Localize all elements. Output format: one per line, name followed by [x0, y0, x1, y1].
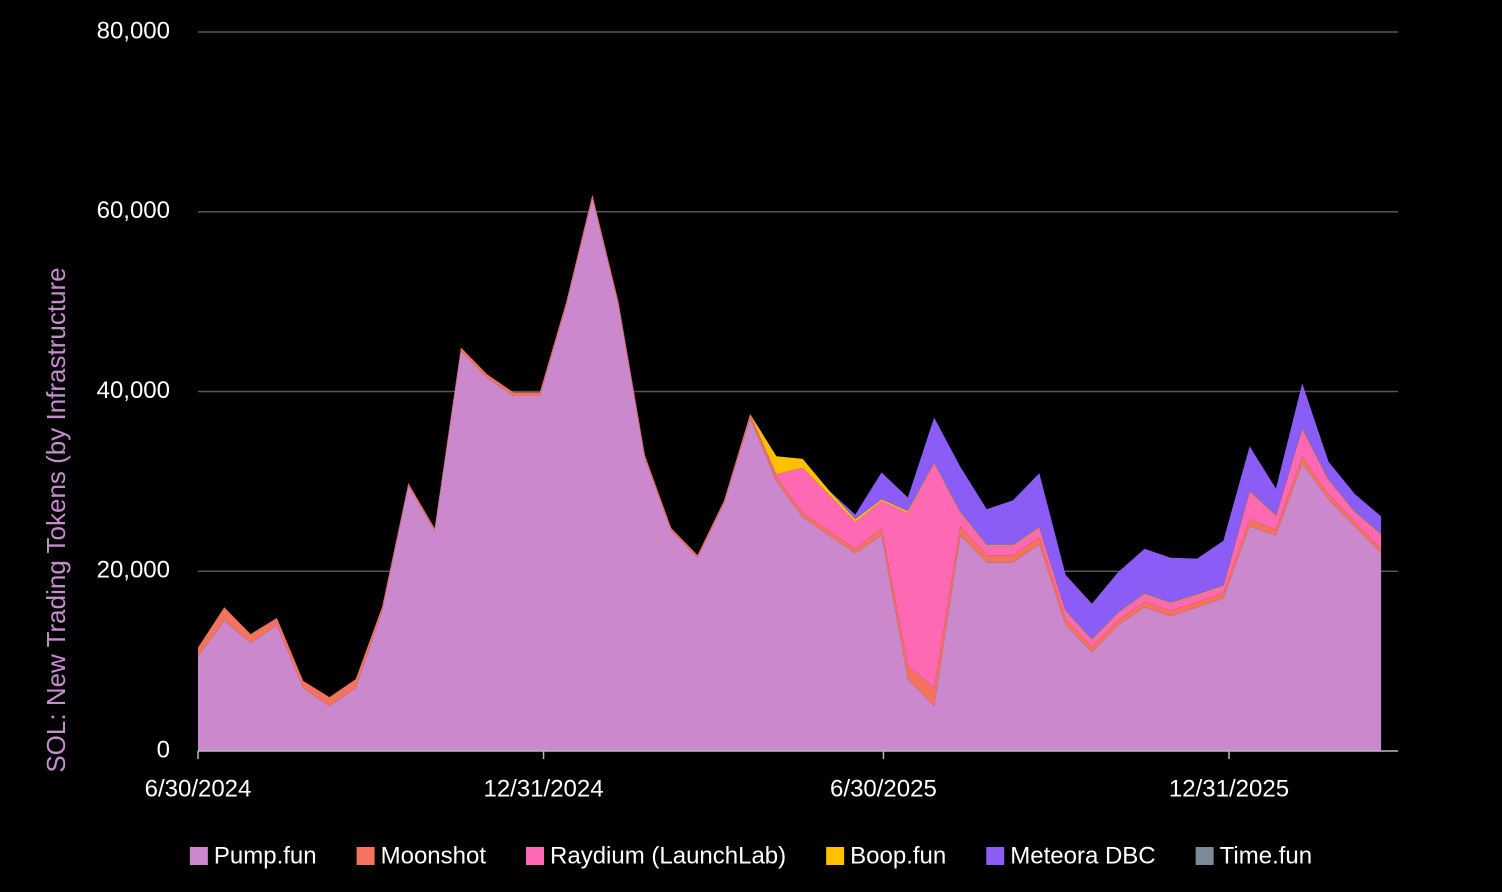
x-tick-label: 12/31/2024 — [483, 775, 603, 802]
y-tick-label: 60,000 — [97, 197, 170, 224]
legend-swatch — [1195, 847, 1214, 865]
legend-label: Raydium (LaunchLab) — [550, 842, 786, 869]
legend-label: Time.fun — [1220, 842, 1312, 869]
legend-swatch — [189, 847, 208, 865]
area — [198, 198, 1382, 752]
x-tick-label: 6/30/2025 — [830, 775, 937, 802]
legend-swatch — [826, 847, 845, 865]
x-tick-label: 12/31/2025 — [1169, 775, 1289, 802]
legend-swatch — [986, 847, 1005, 865]
y-tick-label: 20,000 — [97, 557, 170, 584]
legend-swatch — [356, 847, 375, 865]
legend-label: Pump.fun — [214, 842, 317, 869]
y-tick-label: 0 — [157, 736, 170, 763]
legend-label: Meteora DBC — [1010, 842, 1155, 869]
x-tick-label: 6/30/2024 — [145, 775, 252, 802]
y-axis-label: SOL: New Trading Tokens (by Infrastructu… — [41, 267, 71, 772]
legend-label: Boop.fun — [850, 842, 946, 869]
legend-label: Moonshot — [381, 842, 487, 869]
y-tick-label: 40,000 — [97, 377, 170, 404]
y-tick-label: 80,000 — [97, 17, 170, 44]
legend-swatch — [526, 847, 545, 865]
